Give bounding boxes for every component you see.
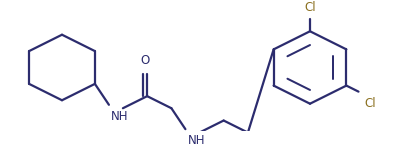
Text: Cl: Cl [365,97,376,110]
Text: NH: NH [187,134,205,147]
Text: O: O [141,54,150,67]
Text: NH: NH [111,110,128,123]
Text: Cl: Cl [304,1,316,14]
